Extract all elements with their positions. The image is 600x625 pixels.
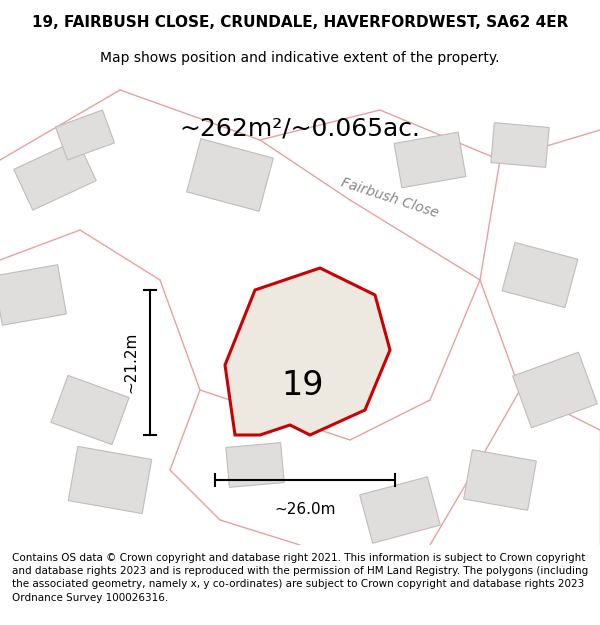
Polygon shape: [502, 242, 578, 308]
Polygon shape: [187, 139, 274, 211]
Text: ~26.0m: ~26.0m: [274, 502, 336, 517]
Polygon shape: [513, 352, 597, 428]
Polygon shape: [14, 140, 96, 210]
Polygon shape: [394, 132, 466, 188]
Polygon shape: [491, 122, 549, 168]
Text: Map shows position and indicative extent of the property.: Map shows position and indicative extent…: [100, 51, 500, 64]
Text: ~262m²/~0.065ac.: ~262m²/~0.065ac.: [179, 116, 421, 140]
Text: 19, FAIRBUSH CLOSE, CRUNDALE, HAVERFORDWEST, SA62 4ER: 19, FAIRBUSH CLOSE, CRUNDALE, HAVERFORDW…: [32, 15, 568, 30]
Text: ~21.2m: ~21.2m: [123, 332, 138, 393]
Text: Fairbush Close: Fairbush Close: [340, 176, 440, 221]
Polygon shape: [56, 110, 115, 160]
Polygon shape: [360, 477, 440, 543]
Polygon shape: [225, 268, 390, 435]
Polygon shape: [68, 446, 152, 514]
Text: Contains OS data © Crown copyright and database right 2021. This information is : Contains OS data © Crown copyright and d…: [12, 553, 588, 602]
Text: 19: 19: [281, 369, 324, 402]
Polygon shape: [51, 376, 129, 444]
Polygon shape: [0, 265, 67, 325]
Polygon shape: [267, 295, 353, 375]
Polygon shape: [464, 450, 536, 510]
Polygon shape: [226, 442, 284, 488]
